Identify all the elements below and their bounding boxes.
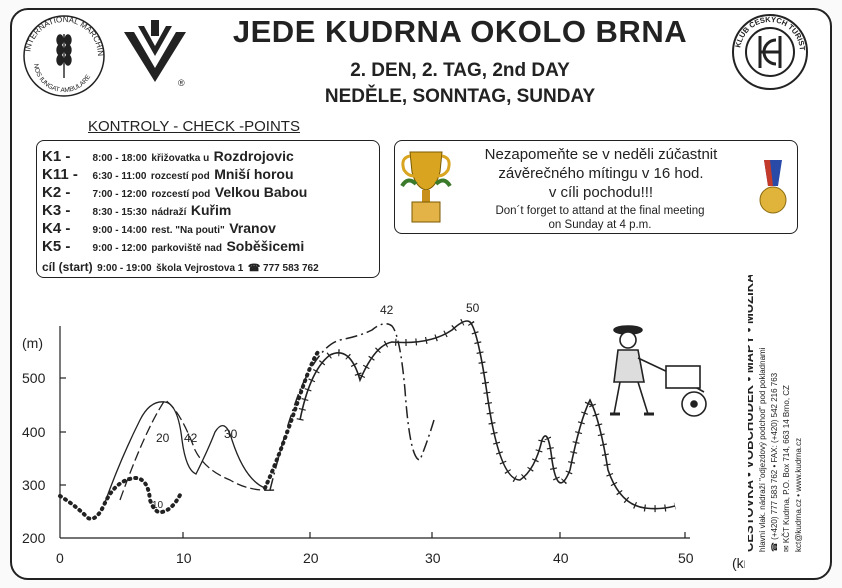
x-tick-label: 50: [678, 550, 694, 566]
checkpoint-desc: rozcestí pod: [151, 189, 211, 200]
checkpoint-place: Kuřim: [190, 202, 232, 218]
checkpoints-box: [36, 140, 380, 278]
checkpoint-code: K11 -: [42, 166, 78, 183]
route-42-line: [269, 323, 435, 491]
checkpoint-place: Vranov: [229, 220, 276, 236]
trophy-icon: [400, 151, 452, 223]
notice-en-line: Don´t forget to attand at the final meet…: [495, 205, 705, 217]
checkpoint-place: Velkou Babou: [214, 184, 308, 200]
x-tick-label: 20: [303, 550, 319, 566]
checkpoint-place: Soběšicemi: [226, 238, 305, 254]
checkpoint-place: Rozdrojovic: [213, 148, 294, 164]
day-subtitle: 2. DEN, 2. TAG, 2nd DAY: [350, 60, 570, 81]
y-tick-label: 300: [22, 477, 46, 493]
shop-headline: CESTOVKA • VOBCHŮDEK • MAPY • MUZIKA: [748, 275, 756, 552]
shop-address: hlavní vlak. nádraží "odjezdový podchod"…: [758, 347, 767, 552]
kct-monogram: [758, 36, 782, 68]
route-label: 20: [156, 431, 170, 445]
shop-postal: ✉ KČT Kudrna, P.O. Box 714, 663 14 Brno,…: [782, 385, 791, 552]
shop-phone: ☎ (+420) 777 583 762 • FAX: (+420) 542 2…: [770, 372, 779, 552]
finish-code: cíl (start): [42, 260, 93, 274]
route-label: 10: [152, 500, 164, 511]
route-label: 42: [380, 303, 394, 317]
x-tick-label: 40: [553, 550, 569, 566]
finish-time: 9:00 - 19:00: [97, 263, 152, 274]
finish-row: cíl (start) 9:00 - 19:00 škola Vejrostov…: [42, 258, 319, 276]
notice-cz-line: v cíli pochodu!!!: [548, 184, 654, 201]
checkpoint-desc: nádraží: [151, 207, 187, 218]
notice-cz-line: závěrečného mítingu v 16 hod.: [498, 165, 704, 182]
checkpoint-code: K1 -: [42, 148, 71, 165]
finish-phone: ☎ 777 583 762: [247, 263, 319, 274]
registered-mark: ®: [178, 78, 185, 88]
route-20-line: [103, 401, 266, 506]
checkpoint-time: 8:00 - 18:00: [92, 153, 147, 164]
checkpoint-code: K4 -: [42, 220, 71, 237]
y-tick-label: 500: [22, 370, 46, 386]
checkpoint-place: Mniší horou: [214, 166, 294, 182]
route-label: 30: [224, 427, 238, 441]
checkpoint-code: K3 -: [42, 202, 71, 219]
hiker-cart-illustration: [610, 325, 707, 417]
ivv-logo: ®: [124, 20, 186, 88]
route-50-line: [299, 320, 676, 510]
x-unit-label: (km): [732, 555, 745, 571]
notice-english: Don´t forget to attand at the final meet…: [440, 204, 760, 232]
checkpoint-time: 9:00 - 12:00: [92, 243, 147, 254]
x-tick-label: 30: [425, 550, 441, 566]
checkpoint-time: 7:00 - 12:00: [92, 189, 147, 200]
checkpoint-desc: parkoviště nad: [151, 243, 222, 254]
checkpoint-row: K4 - 9:00 - 14:00 rest. "Na pouti" Vrano…: [42, 220, 276, 238]
elevation-profile: (m) 500 400 300 200 0 10 20 30 40 50 (km…: [22, 301, 745, 571]
y-tick-label: 200: [22, 530, 46, 546]
imv-logo-ring: [23, 15, 105, 97]
medal-icon: [759, 160, 787, 214]
checkpoint-desc: rozcestí pod: [150, 171, 210, 182]
checkpoint-row: K1 - 8:00 - 18:00 křižovatka u Rozdrojov…: [42, 148, 294, 166]
shop-sidebar: CESTOVKA • VOBCHŮDEK • MAPY • MUZIKA hla…: [748, 275, 803, 552]
y-tick-label: 400: [22, 424, 46, 440]
checkpoint-row: K3 - 8:30 - 15:30 nádraží Kuřim: [42, 202, 231, 220]
x-tick-label: 0: [56, 550, 64, 566]
notice-czech: Nezapomeňte se v neděli zúčastnit závěre…: [456, 145, 746, 202]
weekday-subtitle: NEDĚLE, SONNTAG, SUNDAY: [324, 86, 596, 107]
notice-cz-line: Nezapomeňte se v neděli zúčastnit: [484, 146, 718, 163]
finish-desc: škola Vejrostova 1: [156, 263, 244, 274]
checkpoint-time: 6:30 - 11:00: [92, 171, 147, 182]
route-dotted-segment: [263, 350, 320, 490]
checkpoint-code: K2 -: [42, 184, 71, 201]
notice-en-line: on Sunday at 4 p.m.: [548, 219, 652, 231]
checkpoint-row: K2 - 7:00 - 12:00 rozcestí pod Velkou Ba…: [42, 184, 307, 202]
route-label: 50: [466, 301, 480, 315]
checkpoint-row: K5 - 9:00 - 12:00 parkoviště nad Soběšic…: [42, 238, 304, 256]
route-10-line: [58, 475, 182, 521]
x-tick-label: 10: [176, 550, 192, 566]
checkpoint-row: K11 - 6:30 - 11:00 rozcestí pod Mniší ho…: [42, 166, 294, 184]
checkpoint-desc: rest. "Na pouti": [151, 225, 225, 236]
wheat-icon: [56, 34, 72, 78]
kct-logo: KLUB ČESKÝCH TURISTŮ: [730, 12, 808, 90]
y-unit-label: (m): [22, 335, 43, 351]
checkpoints-heading: KONTROLY - CHECK -POINTS: [88, 118, 300, 135]
checkpoint-time: 9:00 - 14:00: [92, 225, 147, 236]
profile-axes: [59, 326, 690, 539]
event-title: JEDE KUDRNA OKOLO BRNA: [232, 14, 688, 49]
checkpoint-time: 8:30 - 15:30: [92, 207, 147, 218]
shop-web: kct@kudrna.cz • www.kudrna.cz: [794, 438, 803, 552]
imv-logo: INTERNATIONAL MARCHING LEAGUE NOS IUNGAT…: [20, 12, 105, 97]
checkpoint-code: K5 -: [42, 238, 71, 255]
checkpoint-desc: křižovatka u: [151, 153, 210, 164]
route-label: 42: [184, 431, 198, 445]
route-30-line: [119, 399, 276, 501]
notice-box: [394, 140, 798, 234]
